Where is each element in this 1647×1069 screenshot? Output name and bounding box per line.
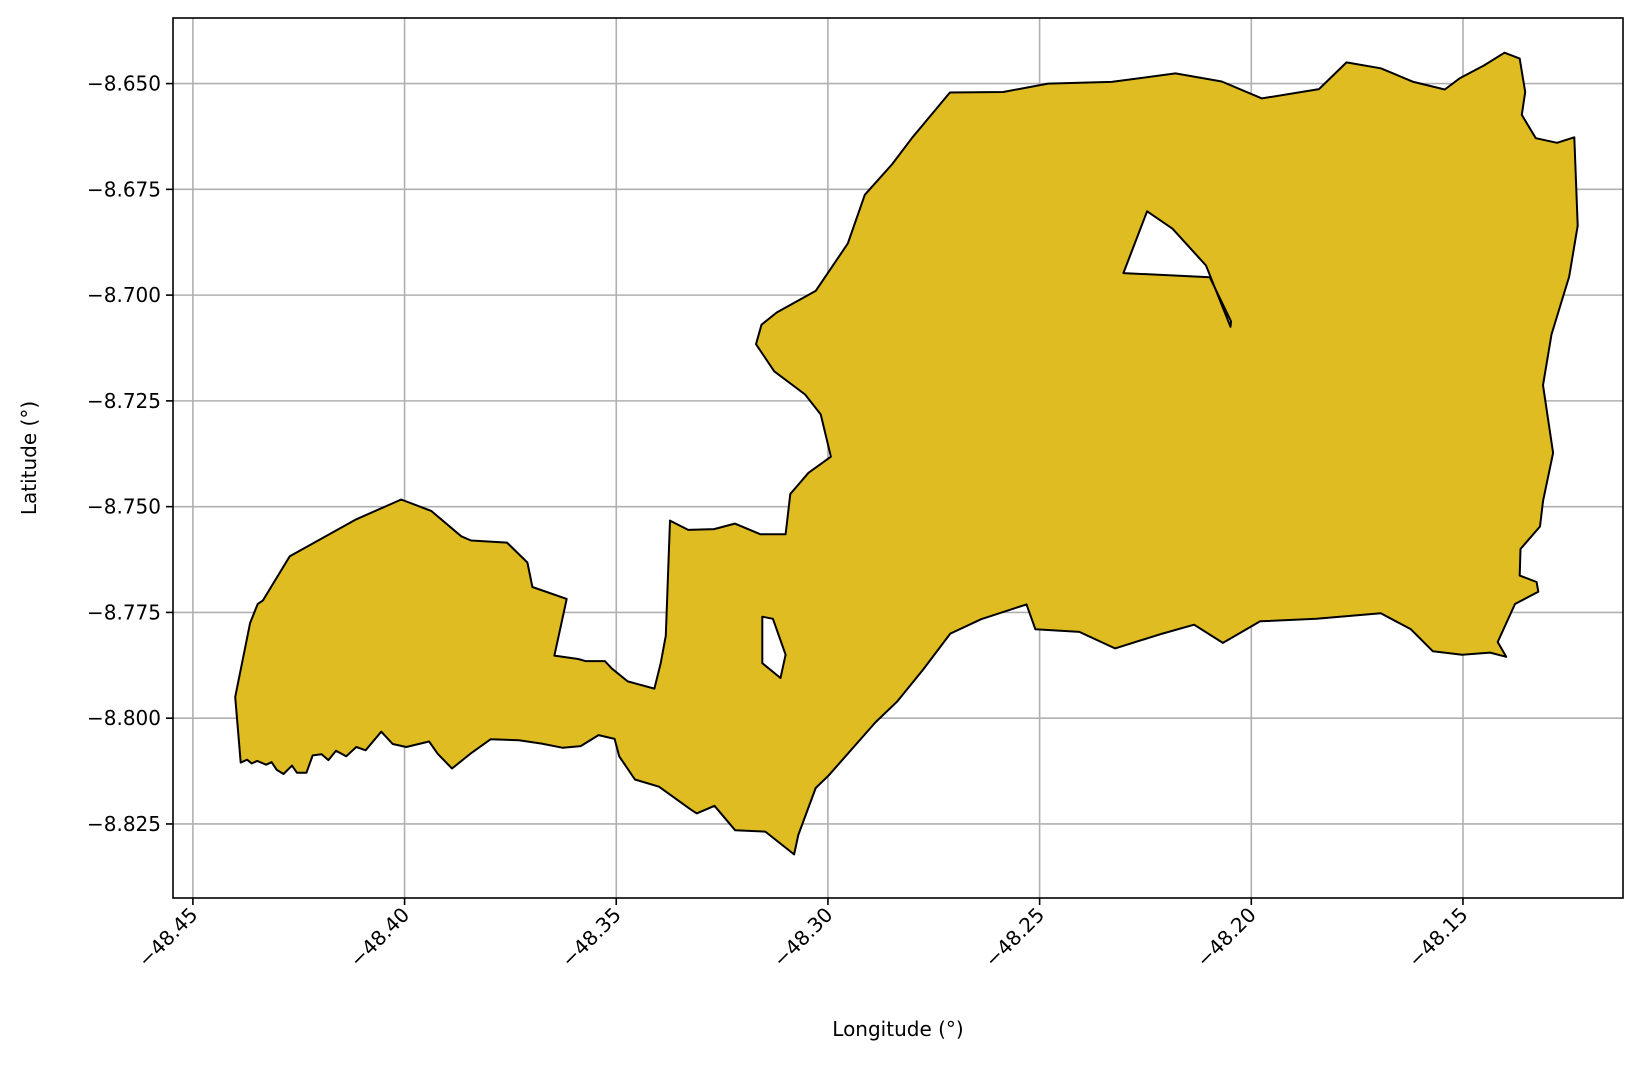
region-layer <box>234 51 1579 856</box>
plot-frame <box>172 17 1624 899</box>
y-tick-label: −8.650 <box>87 72 161 96</box>
y-tick-label: −8.825 <box>87 812 161 836</box>
y-tick-label: −8.725 <box>87 389 161 413</box>
region-polygon <box>234 51 1579 856</box>
y-tick-label: −8.800 <box>87 706 161 730</box>
y-tick-label: −8.775 <box>87 600 161 624</box>
y-tick-label: −8.700 <box>87 283 161 307</box>
y-tick-label: −8.750 <box>87 495 161 519</box>
y-axis: −8.650 −8.675 −8.700 −8.725 −8.750 −8.775 −8.8… <box>87 72 173 836</box>
plot-area <box>172 17 1624 899</box>
x-axis-title: Longitude (°) <box>832 1017 963 1041</box>
y-tick-label: −8.675 <box>87 177 161 201</box>
y-axis-title: Latitude (°) <box>17 401 41 515</box>
